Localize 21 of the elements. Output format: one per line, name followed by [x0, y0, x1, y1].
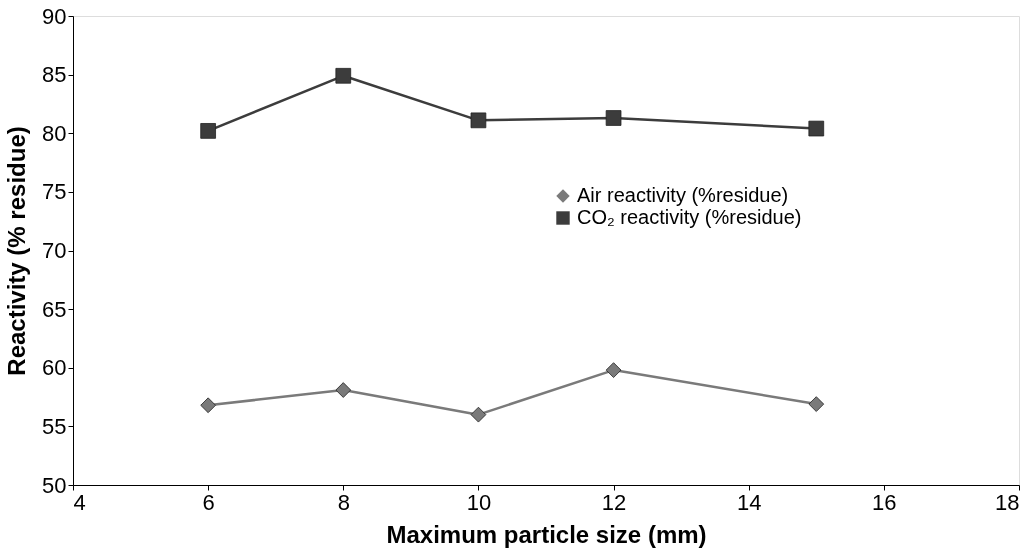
y-tick-label: 85 — [42, 62, 67, 88]
y-tick-label: 70 — [42, 238, 67, 263]
x-tick-label: 10 — [466, 489, 492, 515]
x-tick-label: 14 — [736, 489, 762, 515]
y-tick-label: 90 — [42, 3, 67, 29]
x-tick-label: 16 — [872, 489, 897, 515]
legend-label: CO₂ reactivity (%residue) — [577, 206, 802, 228]
y-tick-label: 55 — [42, 413, 67, 439]
y-axis-title: Reactivity (% residue) — [3, 126, 31, 376]
y-tick-label: 75 — [42, 179, 67, 205]
x-tick-label: 12 — [601, 489, 627, 515]
x-tick-label: 4 — [73, 489, 86, 515]
x-tick-label: 6 — [202, 489, 215, 515]
y-tick-label: 65 — [42, 296, 67, 322]
y-tick-label: 80 — [42, 120, 67, 146]
x-axis-title: Maximum particle size (mm) — [386, 520, 707, 548]
y-tick-label: 60 — [42, 355, 67, 381]
legend-label: Air reactivity (%residue) — [577, 184, 789, 206]
x-tick-label: 18 — [995, 489, 1020, 515]
y-tick-label: 50 — [42, 472, 67, 498]
x-tick-label: 8 — [337, 489, 350, 515]
